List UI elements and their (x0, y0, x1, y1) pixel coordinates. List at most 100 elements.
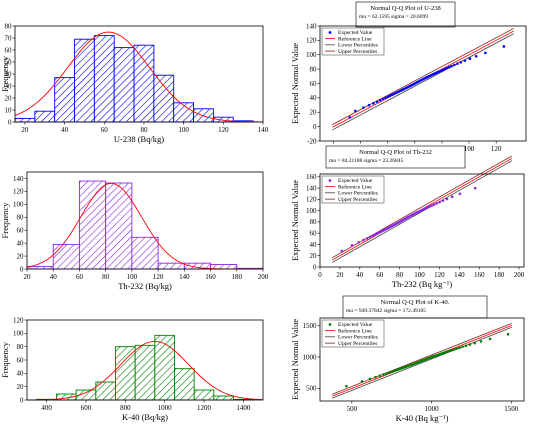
qq-point (386, 95, 390, 99)
legend-label: Upper Percentiles (338, 197, 377, 203)
legend-label: Reference Line (338, 35, 372, 42)
plot-frame (26, 171, 264, 270)
legend-label: Expected Value (338, 178, 373, 184)
qq-point (378, 98, 382, 102)
qq-point (479, 340, 483, 343)
qq-point (432, 203, 436, 206)
qq-point (365, 237, 369, 240)
qq-point (388, 94, 392, 98)
x-tick-label: 60 (101, 126, 109, 134)
x-tick-label: 200 (258, 273, 269, 281)
x-tick-label: 120 (218, 126, 229, 134)
histogram-bar (153, 74, 175, 123)
x-axis-label: U-238 (Bq/kg) (114, 134, 164, 144)
qq-legend-box (321, 27, 385, 56)
y-tick-label: 140 (13, 175, 24, 183)
histogram-bar (34, 110, 56, 123)
x-tick-label: 800 (120, 404, 131, 412)
plot-frame (319, 317, 525, 402)
x-tick-label: 140 (454, 271, 465, 279)
y-tick-label: 100 (13, 330, 24, 338)
qq-point (357, 240, 361, 244)
y-tick-label: 0 (313, 123, 317, 131)
histogram-bar (105, 182, 133, 270)
legend-label: Expected Value (338, 322, 373, 328)
y-tick-label: 0 (8, 118, 12, 126)
chart-panel-4: Normal Q-Q Plot of Th-232 mu = 84.21188 s… (290, 145, 525, 289)
normal-fit-curve (14, 31, 264, 123)
histogram-bar (93, 35, 115, 123)
qq-point (441, 199, 445, 202)
y-tick-label: 80 (310, 65, 318, 73)
qq-point (435, 202, 438, 205)
qq-point (445, 66, 449, 70)
histogram-bar (78, 180, 107, 270)
y-tick-label: 1500 (303, 322, 318, 330)
qq-point (488, 337, 492, 341)
histogram-bar (54, 77, 75, 123)
histogram-bar (213, 395, 234, 401)
x-tick-label: 100 (414, 271, 425, 279)
plot-frame (319, 173, 525, 268)
qq-point (362, 238, 365, 242)
legend-label: Upper Percentiles (338, 341, 377, 347)
qq-point (446, 350, 450, 353)
y-tick-label: 0 (20, 265, 24, 273)
x-tick-label: 60 (376, 271, 384, 279)
x-tick-label: 40 (50, 273, 58, 281)
qq-point (468, 343, 472, 346)
histogram-bar (131, 236, 159, 270)
y-tick-label: 120 (13, 188, 24, 196)
x-tick-label: 40 (61, 126, 69, 134)
x-tick-label: 1500 (504, 405, 519, 413)
qq-point (458, 192, 462, 196)
x-tick-label: 1000 (425, 405, 440, 413)
qq-title-box (355, 1, 456, 28)
qq-point (345, 384, 348, 388)
qq-point (456, 62, 459, 65)
chart-panel-1: 20 40 60 80 100 120 14001020304050607080U-238 … (0, 22, 269, 144)
x-tick-label: 120 (491, 145, 502, 153)
y-tick-label: 0 (20, 396, 24, 404)
x-tick-label: 400 (41, 404, 52, 412)
y-tick-label: 500 (306, 385, 317, 393)
qq-point (441, 68, 444, 72)
y-tick-label: 20 (17, 383, 25, 391)
x-tick-label: 80 (396, 271, 404, 279)
legend-marker-expected (328, 31, 332, 34)
x-tick-label: 1000 (158, 404, 173, 412)
lower-percentile-line (332, 33, 514, 131)
y-tick-label: 20 (310, 109, 318, 117)
qq-point (430, 204, 434, 207)
y-axis-label: Frequency (0, 202, 10, 239)
histogram-bar (193, 389, 215, 401)
y-axis-label: Expected Normal Value (290, 319, 300, 400)
x-tick-label: 160 (205, 273, 216, 281)
qq-legend-box (321, 175, 385, 204)
qq-point (392, 369, 396, 373)
normal-fit-curve (26, 340, 264, 401)
x-tick-label: 60 (76, 273, 84, 281)
qq-point (473, 341, 477, 345)
y-tick-label: 30 (5, 82, 13, 90)
lower-percentile-line (332, 326, 512, 399)
qq-point (368, 235, 372, 239)
qq-point (367, 103, 371, 107)
histogram-bar (193, 108, 214, 123)
qq-point (450, 195, 454, 199)
qq-point (453, 348, 456, 351)
y-tick-label: 80 (17, 214, 25, 222)
qq-point (447, 65, 451, 69)
y-tick-label: 60 (17, 227, 25, 235)
y-tick-label: 100 (306, 51, 317, 59)
legend-label: Lower Percentiles (338, 335, 378, 341)
x-tick-label: 180 (494, 271, 505, 279)
y-tick-label: 20 (17, 252, 25, 260)
qq-point (450, 348, 454, 352)
x-axis-label: K-40 (Bq kg⁻¹) (396, 413, 449, 423)
qq-point (384, 96, 387, 100)
qq-point (354, 109, 357, 113)
qq-point (473, 186, 477, 190)
qq-point (463, 59, 467, 62)
